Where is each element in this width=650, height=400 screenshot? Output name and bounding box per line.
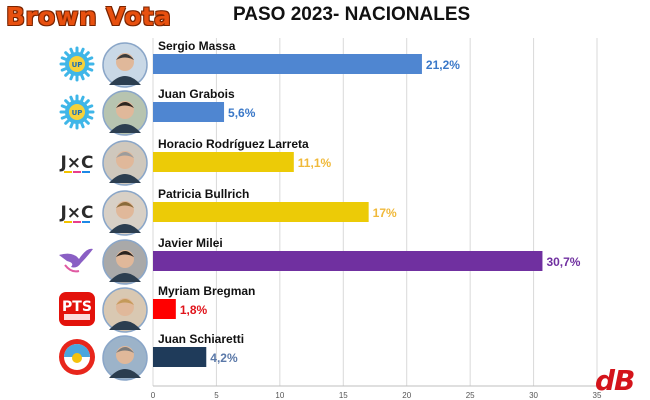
x-tick-label: 20 bbox=[402, 391, 411, 400]
svg-text:UP: UP bbox=[72, 109, 83, 117]
svg-text:PTS: PTS bbox=[62, 299, 92, 315]
candidate-photos bbox=[102, 42, 148, 381]
x-tick-label: 25 bbox=[466, 391, 475, 400]
x-tick-label: 0 bbox=[151, 391, 156, 400]
bar-name-label: Myriam Bregman bbox=[158, 284, 255, 298]
pts-logo-icon: PTS bbox=[59, 292, 95, 326]
jxc-icon: J×C bbox=[59, 153, 94, 173]
bar bbox=[153, 251, 543, 271]
bar bbox=[153, 347, 207, 367]
candidate-photo bbox=[102, 90, 148, 136]
bar bbox=[153, 152, 294, 172]
candidate-photo bbox=[102, 190, 148, 236]
bar-name-label: Juan Grabois bbox=[158, 87, 235, 101]
bar-value-label: 5,6% bbox=[228, 106, 256, 120]
bar bbox=[153, 202, 369, 222]
jxc-icon: J×C bbox=[59, 203, 94, 223]
bar bbox=[153, 299, 176, 319]
bar-name-label: Juan Schiaretti bbox=[158, 332, 244, 346]
bar-name-label: Javier Milei bbox=[158, 236, 223, 250]
candidate-photo bbox=[102, 335, 148, 381]
candidate-photo bbox=[102, 287, 148, 333]
bars: Sergio Massa 21,2% Juan Grabois 5,6% Horacio… bbox=[153, 39, 581, 367]
party-logos: UP UP J×C J×C PTS bbox=[59, 46, 95, 375]
x-tick-label: 10 bbox=[275, 391, 284, 400]
bar-value-label: 1,8% bbox=[180, 303, 208, 317]
x-tick-label: 15 bbox=[339, 391, 348, 400]
bar bbox=[153, 102, 225, 122]
bar-name-label: Patricia Bullrich bbox=[158, 187, 249, 201]
bar-name-label: Horacio Rodríguez Larreta bbox=[158, 137, 309, 151]
candidate-photo bbox=[102, 42, 148, 88]
bar bbox=[153, 54, 422, 74]
bar-value-label: 21,2% bbox=[426, 58, 460, 72]
svg-text:UP: UP bbox=[72, 61, 83, 69]
x-tick-label: 35 bbox=[593, 391, 602, 400]
bar-value-label: 17% bbox=[373, 206, 397, 220]
up-sun-icon: UP bbox=[59, 94, 95, 130]
x-tick-label: 5 bbox=[214, 391, 219, 400]
svg-text:J×C: J×C bbox=[59, 153, 93, 173]
candidate-photo bbox=[102, 239, 148, 285]
brand-logo: Brown Vota bbox=[6, 2, 172, 31]
db-logo: dB bbox=[595, 364, 635, 397]
x-axis-ticks: 0 5 10 15 20 25 30 35 bbox=[151, 391, 602, 400]
x-tick-label: 30 bbox=[529, 391, 538, 400]
hacemos-logo-icon bbox=[59, 339, 95, 375]
svg-text:J×C: J×C bbox=[59, 203, 93, 223]
lla-bird-icon bbox=[59, 248, 93, 273]
bar-value-label: 11,1% bbox=[298, 156, 332, 170]
chart-title: PASO 2023- NACIONALES bbox=[233, 4, 471, 25]
candidate-photo bbox=[102, 140, 148, 186]
up-sun-icon: UP bbox=[59, 46, 95, 82]
bar-value-label: 4,2% bbox=[210, 351, 238, 365]
bar-value-label: 30,7% bbox=[546, 255, 580, 269]
bar-name-label: Sergio Massa bbox=[158, 39, 236, 53]
